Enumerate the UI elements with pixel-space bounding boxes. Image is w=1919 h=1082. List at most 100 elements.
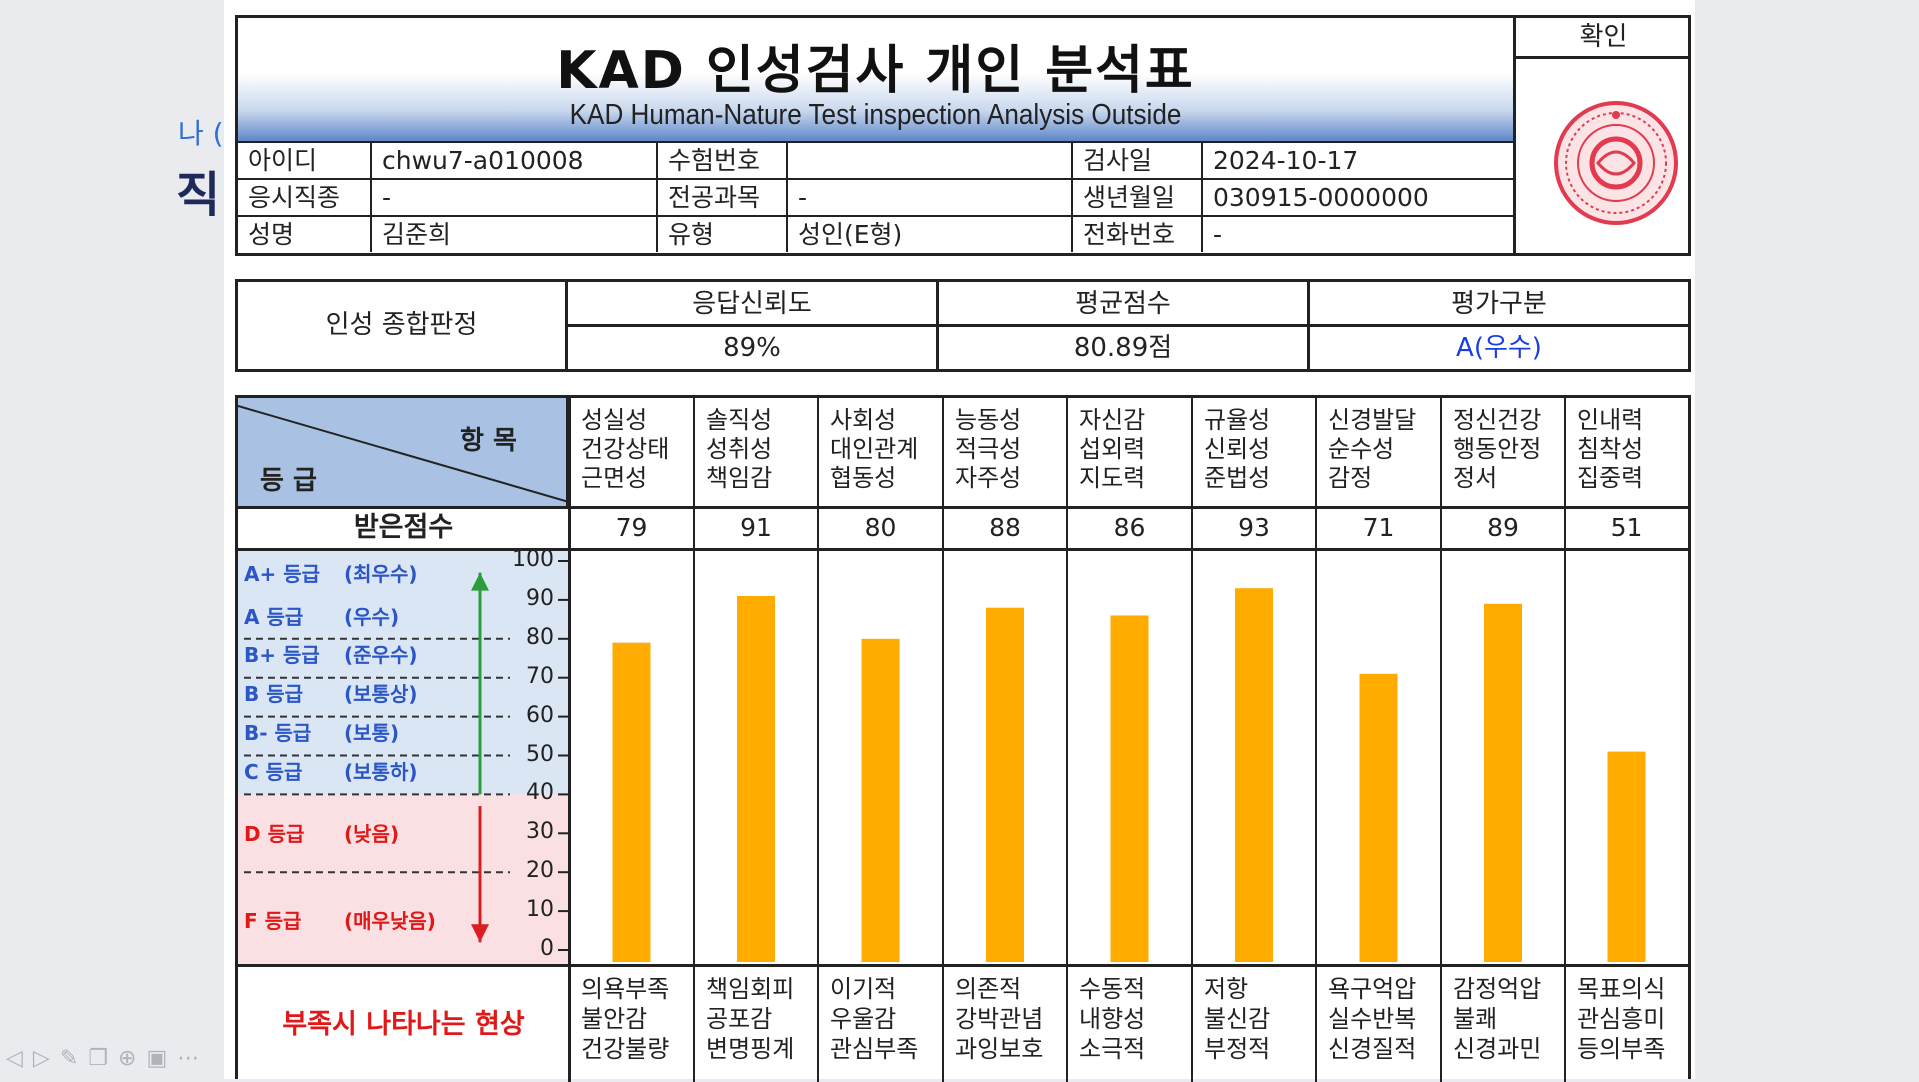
- category-lack-symptoms: 의존적 강박관념 과잉보호: [955, 975, 1044, 1063]
- corner-grade-label: 등 급: [260, 466, 317, 496]
- y-tick-label: 60: [526, 702, 554, 728]
- category-lack-symptoms: 수동적 내향성 소극적: [1079, 975, 1146, 1063]
- grade-desc: (보통하): [344, 760, 418, 784]
- grade-name: C 등급: [244, 760, 303, 784]
- seal-stamp-icon: [1554, 101, 1678, 225]
- score-bar-9: [1607, 751, 1646, 962]
- info-value-type: 성인(E형): [788, 217, 1073, 252]
- category-score: 79: [615, 513, 648, 542]
- grade-desc: (최우수): [344, 562, 418, 586]
- bar-chart: [612, 588, 1646, 962]
- grade-desc: (낮음): [344, 822, 400, 846]
- summary-box: 인성 종합판정 응답신뢰도 평균점수 평가구분 89% 80.89점 A(우수): [235, 279, 1691, 372]
- category-score: 86: [1113, 513, 1146, 542]
- title-band: KAD 인성검사 개인 분석표 KAD Human-Nature Test in…: [238, 18, 1513, 141]
- approve-column: 확인: [1513, 18, 1691, 253]
- category-header: 신경발달 순수성 감정: [1328, 406, 1417, 492]
- report-subtitle: KAD Human-Nature Test inspection Analysi…: [569, 99, 1182, 131]
- score-bar-4: [986, 607, 1024, 962]
- forward-icon[interactable]: ▷: [32, 1046, 60, 1071]
- grade-desc: (매우낮음): [344, 909, 436, 933]
- column-divider: [568, 398, 571, 1082]
- score-row-label: 받은점수: [353, 512, 454, 543]
- grade-name: B 등급: [244, 682, 304, 706]
- info-value-exam-date: 2024-10-17: [1213, 146, 1359, 175]
- back-icon[interactable]: ◁: [6, 1046, 33, 1071]
- y-tick-label: 0: [540, 936, 554, 961]
- score-bar-2: [737, 596, 775, 962]
- grade-name: B+ 등급: [244, 643, 320, 667]
- info-row: 응시직종 - 전공과목 - 생년월일 030915-0000000: [238, 178, 1513, 215]
- y-tick-label: 50: [526, 741, 554, 767]
- legend-background: [238, 550, 569, 964]
- info-value-id: chwu7-a010008: [372, 143, 658, 178]
- grade-desc: (준우수): [344, 643, 418, 667]
- column-divider: [942, 398, 944, 1082]
- grade-name: F 등급: [244, 909, 302, 933]
- column-divider: [1066, 398, 1068, 1082]
- corner-header: 항 목 등 급: [238, 398, 569, 506]
- summary-value-reliability: 89%: [568, 327, 939, 369]
- column-divider: [817, 398, 819, 1082]
- pen-icon[interactable]: ✎: [59, 1046, 89, 1071]
- category-score: 93: [1238, 513, 1270, 542]
- y-tick-label: 30: [526, 819, 554, 845]
- category-header: 자신감 섭외력 지도력: [1079, 406, 1146, 492]
- info-value-birthdate: 030915-0000000: [1213, 183, 1429, 212]
- y-tick-label: 20: [526, 858, 554, 884]
- report-title: KAD 인성검사 개인 분석표: [556, 41, 1195, 101]
- summary-header-grade: 평가구분: [1310, 282, 1688, 327]
- info-value-job: -: [372, 180, 658, 215]
- info-label-id: 아이디: [238, 143, 372, 178]
- row-divider: [238, 548, 1688, 551]
- report-header: KAD 인성검사 개인 분석표 KAD Human-Nature Test in…: [235, 15, 1691, 256]
- category-score: 91: [740, 513, 772, 542]
- screen-icon[interactable]: ▣: [146, 1046, 178, 1071]
- corner-diagonal: [238, 405, 569, 503]
- zoom-icon[interactable]: ⊕: [118, 1046, 147, 1071]
- category-score: 71: [1362, 513, 1395, 542]
- info-value-name: 김준희: [372, 217, 658, 252]
- summary-header-reliability: 응답신뢰도: [568, 282, 939, 327]
- category-score: 51: [1610, 513, 1643, 542]
- info-label-major: 전공과목: [658, 180, 788, 215]
- grade-desc: (보통상): [344, 682, 418, 706]
- copy-icon[interactable]: ❐: [88, 1046, 119, 1071]
- grade-legend-row: F 등급 (매우낮음): [244, 905, 436, 934]
- category-header: 성실성 건강상태 근면성: [581, 406, 670, 492]
- category-lack-symptoms: 욕구억압 실수반복 신경질적: [1328, 975, 1417, 1063]
- summary-header-average: 평균점수: [939, 282, 1310, 327]
- y-tick-label: 10: [526, 897, 554, 923]
- more-icon[interactable]: ⋯: [177, 1046, 210, 1071]
- category-lack-symptoms: 이기적 우울감 관심부족: [830, 975, 919, 1063]
- category-header: 규율성 신뢰성 준법성: [1204, 406, 1271, 492]
- row-divider: [238, 506, 1688, 509]
- info-row: 성명 김준희 유형 성인(E형) 전화번호 -: [238, 215, 1513, 252]
- info-label-phone: 전화번호: [1073, 217, 1203, 252]
- score-bar-8: [1484, 603, 1522, 962]
- corner-item-label: 항 목: [460, 426, 517, 456]
- grade-desc: (보통): [344, 721, 400, 745]
- grade-legend: 100 90 80 70 60 50 40 30 20 10 0 A+ 등급 (최우수) A 등급 (우수)…: [238, 547, 569, 964]
- category-header: 사회성 대인관계 협동성: [830, 406, 919, 492]
- category-score: 80: [864, 513, 897, 542]
- category-lack-symptoms: 감정억압 불쾌 신경과민: [1453, 975, 1542, 1063]
- summary-value-average: 80.89점: [939, 327, 1310, 369]
- category-header: 인내력 침착성 집중력: [1577, 406, 1644, 492]
- grade-legend-row: B 등급 (보통상): [244, 678, 417, 707]
- grade-name: B- 등급: [244, 721, 312, 745]
- grade-legend-row: C 등급 (보통하): [244, 756, 417, 785]
- info-grid: 아이디 chwu7-a010008 수험번호 검사일 2024-10-17 응시직종 - 전공…: [238, 141, 1513, 253]
- grade-legend-row: A 등급 (우수): [244, 601, 399, 630]
- info-label-type: 유형: [658, 217, 788, 252]
- category-lack-symptoms: 의욕부족 불안감 건강불량: [581, 975, 670, 1063]
- info-label-name: 성명: [238, 217, 372, 252]
- info-label-exam-number: 수험번호: [658, 143, 788, 178]
- category-header: 정신건강 행동안정 정서: [1453, 406, 1542, 492]
- y-tick-label: 80: [526, 624, 554, 650]
- category-score: 89: [1487, 513, 1519, 542]
- column-divider: [1315, 398, 1317, 1082]
- category-lack-symptoms: 저항 불신감 부정적: [1204, 975, 1271, 1063]
- background-slide-text: 나 (: [178, 117, 224, 150]
- category-header: 능동성 적극성 자주성: [955, 406, 1022, 492]
